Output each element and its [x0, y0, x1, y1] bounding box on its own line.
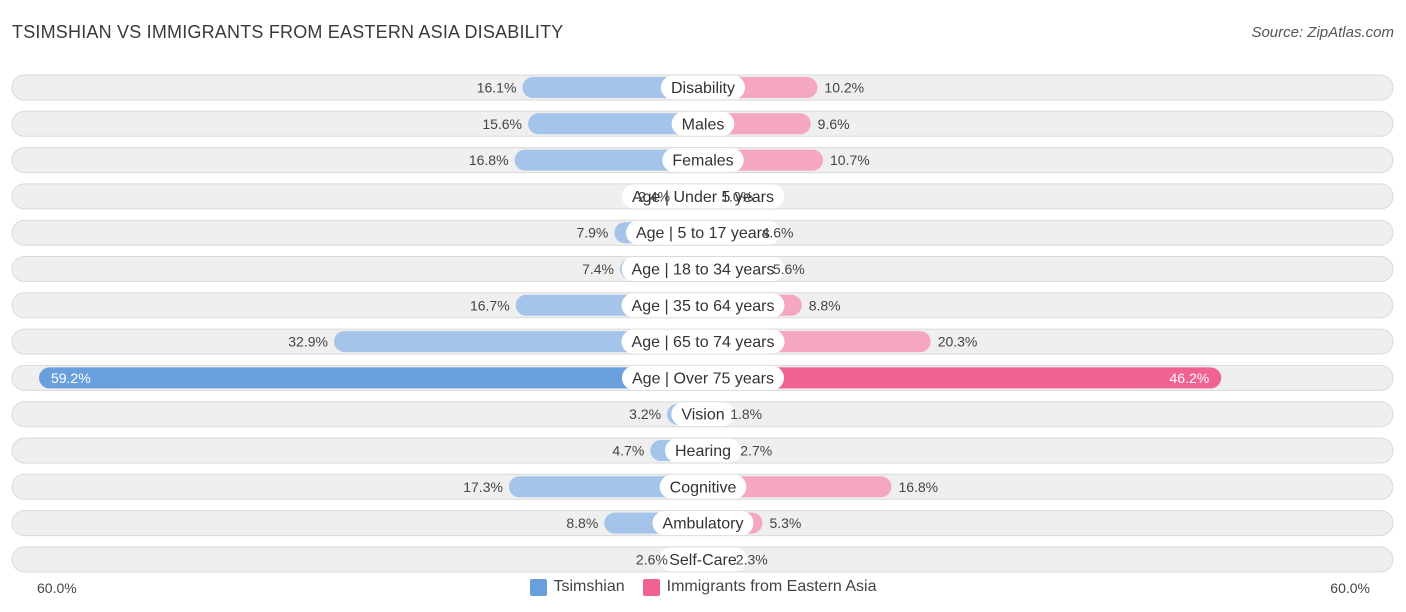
category-pill: [659, 547, 747, 572]
legend-swatch-right: [642, 578, 660, 596]
bar-left[interactable]: [522, 77, 703, 98]
value-label-left: 3.2%: [629, 406, 661, 422]
category-label: Cognitive: [670, 479, 737, 496]
value-label-left: 4.7%: [612, 443, 644, 459]
category-label: Females: [672, 153, 733, 170]
category-pill: [621, 184, 785, 209]
value-label-left: 7.9%: [576, 225, 608, 241]
category-label: Vision: [681, 407, 724, 424]
category-label: Age | Over 75 years: [632, 370, 774, 387]
category-pill: [621, 329, 785, 354]
value-label-right: 20.3%: [938, 334, 978, 350]
bar-right[interactable]: [703, 476, 892, 498]
value-label-right: 1.8%: [730, 406, 762, 422]
value-label-right: 5.6%: [773, 261, 805, 277]
legend-swatch-left: [529, 578, 547, 596]
category-pill: [664, 438, 742, 463]
value-label-right: 4.6%: [762, 225, 794, 241]
value-label-left: 16.8%: [469, 152, 509, 168]
bar-right[interactable]: [703, 367, 1222, 389]
value-label-left: 15.6%: [482, 116, 522, 132]
category-label: Age | 5 to 17 years: [636, 225, 770, 242]
category-pill: [660, 75, 746, 100]
value-label-left: 7.4%: [582, 261, 614, 277]
category-pill: [659, 474, 747, 499]
category-pill: [621, 257, 785, 281]
value-label-right: 2.3%: [736, 551, 768, 567]
legend-item-left[interactable]: Tsimshian: [529, 578, 625, 596]
value-label-right: 9.6%: [818, 116, 850, 132]
category-label: Disability: [671, 80, 735, 97]
chart-title: TSIMSHIAN VS IMMIGRANTS FROM EASTERN ASI…: [12, 22, 564, 42]
category-label: Males: [682, 116, 725, 133]
category-label: Age | 35 to 64 years: [632, 298, 775, 315]
category-label: Age | 18 to 34 years: [632, 262, 775, 279]
bar-left[interactable]: [333, 331, 703, 353]
category-pill: [621, 293, 785, 318]
legend-item-right[interactable]: Immigrants from Eastern Asia: [642, 578, 877, 596]
value-label-left: 2.4%: [638, 188, 670, 204]
category-pill: [625, 220, 781, 245]
legend: Tsimshian Immigrants from Eastern Asia: [0, 578, 1406, 596]
value-label-left: 59.2%: [51, 370, 91, 386]
value-label-right: 5.3%: [769, 515, 801, 531]
category-pill: [652, 511, 754, 536]
category-pill: [662, 148, 744, 173]
bar-left[interactable]: [514, 149, 703, 171]
category-pill: [671, 402, 735, 427]
category-pill: [671, 111, 735, 136]
category-label: Age | Under 5 years: [632, 189, 774, 206]
diverging-bar-chart: Disability 16.1% 10.2% Males 15.6% 9.6% Female…: [11, 74, 1394, 573]
bar-left[interactable]: [528, 113, 703, 135]
value-label-right: 1.0%: [721, 188, 753, 204]
category-label: Self-Care: [669, 552, 737, 569]
value-label-right: 46.2%: [1170, 370, 1210, 386]
value-label-left: 17.3%: [463, 479, 503, 495]
source-note: Source: ZipAtlas.com: [1251, 24, 1394, 41]
axis-label-right: 60.0%: [1330, 580, 1370, 596]
category-label: Hearing: [675, 443, 731, 460]
value-label-left: 8.8%: [566, 515, 598, 531]
value-label-right: 16.8%: [898, 479, 938, 495]
category-label: Ambulatory: [663, 516, 744, 533]
value-label-right: 2.7%: [740, 443, 772, 459]
value-label-left: 2.6%: [636, 551, 668, 567]
value-label-left: 16.7%: [470, 297, 510, 313]
axis-label-left: 60.0%: [37, 580, 77, 596]
category-label: Age | 65 to 74 years: [632, 334, 775, 351]
value-label-right: 10.7%: [830, 152, 870, 168]
value-label-right: 8.8%: [809, 297, 841, 313]
legend-label-left: Tsimshian: [553, 578, 625, 595]
value-label-left: 32.9%: [288, 334, 328, 350]
bar-left[interactable]: [508, 476, 703, 498]
value-label-left: 16.1%: [477, 80, 517, 96]
bar-left[interactable]: [38, 367, 704, 389]
value-label-right: 10.2%: [824, 80, 864, 96]
legend-label-right: Immigrants from Eastern Asia: [666, 578, 877, 595]
category-pill: [622, 365, 784, 390]
